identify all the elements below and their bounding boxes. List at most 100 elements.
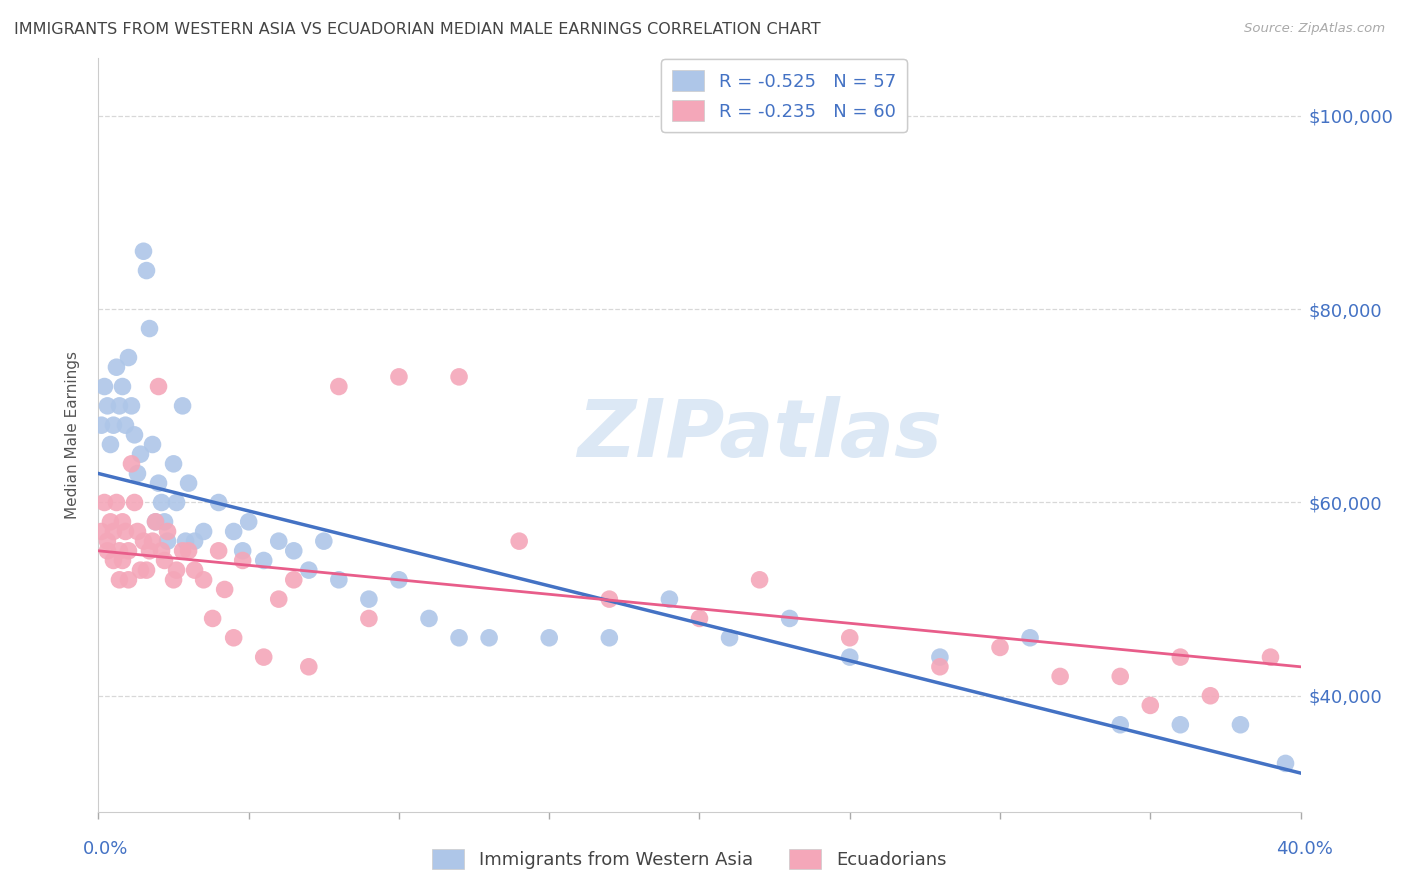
Point: [1260, 650, 1282, 665]
Point: [127, 524, 149, 539]
Point: [96, 399, 118, 413]
Legend: R = -0.525   N = 57, R = -0.235   N = 60: R = -0.525 N = 57, R = -0.235 N = 60: [661, 60, 907, 132]
Point: [328, 379, 350, 393]
Point: [129, 563, 152, 577]
Point: [117, 351, 139, 365]
Point: [478, 631, 501, 645]
Point: [1019, 631, 1042, 645]
Point: [172, 399, 194, 413]
Point: [193, 524, 215, 539]
Point: [283, 573, 305, 587]
Point: [166, 563, 188, 577]
Point: [779, 611, 801, 625]
Point: [121, 457, 143, 471]
Point: [208, 495, 231, 509]
Point: [929, 660, 952, 674]
Point: [141, 437, 163, 451]
Point: [193, 573, 215, 587]
Point: [1229, 717, 1251, 731]
Point: [108, 399, 131, 413]
Point: [183, 563, 205, 577]
Point: [838, 650, 860, 665]
Point: [132, 534, 155, 549]
Point: [214, 582, 236, 597]
Point: [929, 650, 952, 665]
Point: [328, 573, 350, 587]
Point: [267, 592, 290, 607]
Point: [267, 534, 290, 549]
Point: [177, 543, 200, 558]
Point: [124, 495, 146, 509]
Point: [1049, 669, 1071, 683]
Point: [838, 631, 860, 645]
Point: [598, 592, 620, 607]
Point: [148, 379, 170, 393]
Text: Source: ZipAtlas.com: Source: ZipAtlas.com: [1244, 22, 1385, 36]
Point: [598, 631, 620, 645]
Text: 0.0%: 0.0%: [83, 840, 128, 858]
Point: [222, 631, 245, 645]
Point: [388, 369, 411, 384]
Point: [121, 399, 143, 413]
Point: [103, 524, 125, 539]
Point: [1109, 717, 1132, 731]
Point: [93, 495, 115, 509]
Point: [166, 495, 188, 509]
Point: [129, 447, 152, 461]
Point: [103, 553, 125, 567]
Point: [100, 437, 122, 451]
Point: [162, 573, 184, 587]
Point: [718, 631, 741, 645]
Text: 40.0%: 40.0%: [1277, 840, 1333, 858]
Point: [138, 321, 160, 335]
Point: [222, 524, 245, 539]
Point: [156, 534, 179, 549]
Point: [117, 543, 139, 558]
Point: [100, 515, 122, 529]
Point: [127, 467, 149, 481]
Point: [988, 640, 1011, 655]
Point: [117, 573, 139, 587]
Point: [135, 263, 157, 277]
Point: [418, 611, 440, 625]
Point: [312, 534, 335, 549]
Point: [1170, 650, 1192, 665]
Point: [689, 611, 711, 625]
Point: [357, 592, 380, 607]
Point: [208, 543, 231, 558]
Point: [283, 543, 305, 558]
Point: [172, 543, 194, 558]
Point: [148, 476, 170, 491]
Point: [141, 534, 163, 549]
Point: [132, 244, 155, 259]
Point: [114, 524, 136, 539]
Point: [388, 573, 411, 587]
Point: [238, 515, 260, 529]
Point: [298, 660, 321, 674]
Point: [1199, 689, 1222, 703]
Point: [357, 611, 380, 625]
Point: [201, 611, 224, 625]
Point: [183, 534, 205, 549]
Point: [135, 563, 157, 577]
Point: [1109, 669, 1132, 683]
Legend: Immigrants from Western Asia, Ecuadorians: Immigrants from Western Asia, Ecuadorian…: [423, 839, 955, 879]
Point: [298, 563, 321, 577]
Text: IMMIGRANTS FROM WESTERN ASIA VS ECUADORIAN MEDIAN MALE EARNINGS CORRELATION CHAR: IMMIGRANTS FROM WESTERN ASIA VS ECUADORI…: [14, 22, 821, 37]
Point: [153, 515, 176, 529]
Point: [658, 592, 681, 607]
Point: [162, 457, 184, 471]
Point: [150, 495, 173, 509]
Point: [111, 515, 134, 529]
Point: [1274, 756, 1296, 771]
Point: [145, 515, 167, 529]
Point: [96, 534, 118, 549]
Point: [1139, 698, 1161, 713]
Point: [156, 524, 179, 539]
Point: [232, 553, 254, 567]
Point: [177, 476, 200, 491]
Point: [253, 650, 276, 665]
Point: [111, 553, 134, 567]
Point: [145, 515, 167, 529]
Point: [447, 631, 470, 645]
